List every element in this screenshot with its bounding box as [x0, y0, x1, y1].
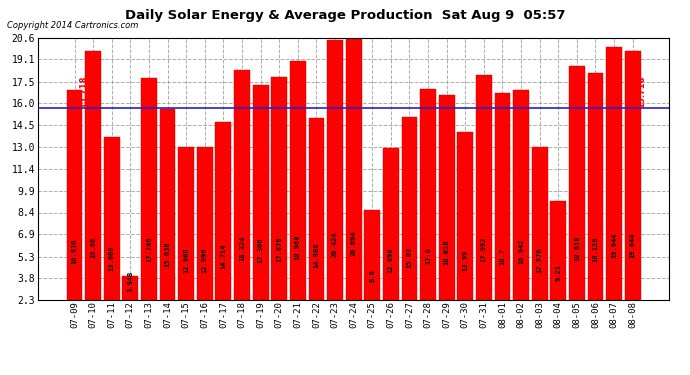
- Bar: [607, 47, 622, 300]
- Text: 13.99: 13.99: [462, 249, 469, 270]
- Text: 3.948: 3.948: [128, 271, 133, 292]
- Bar: [588, 73, 603, 300]
- Bar: [271, 76, 287, 300]
- Bar: [327, 40, 343, 300]
- Text: 16.7: 16.7: [500, 248, 506, 265]
- Bar: [476, 75, 492, 300]
- Text: 12.976: 12.976: [537, 247, 542, 273]
- Text: 17.992: 17.992: [481, 236, 487, 262]
- Bar: [159, 109, 175, 300]
- Bar: [420, 89, 436, 300]
- Bar: [178, 147, 194, 300]
- Text: 17.746: 17.746: [146, 237, 152, 262]
- Bar: [253, 85, 268, 300]
- Bar: [569, 66, 585, 300]
- Text: 19.68: 19.68: [90, 237, 96, 258]
- Text: 16.936: 16.936: [72, 239, 77, 264]
- Text: 17.878: 17.878: [276, 237, 282, 262]
- Bar: [290, 61, 306, 300]
- Bar: [234, 70, 250, 300]
- Bar: [495, 93, 511, 300]
- Bar: [383, 148, 399, 300]
- Bar: [402, 117, 417, 300]
- Text: 12.898: 12.898: [388, 248, 394, 273]
- Text: 14.986: 14.986: [313, 243, 319, 268]
- Bar: [439, 94, 455, 300]
- Bar: [104, 137, 119, 300]
- Text: 17.0: 17.0: [425, 247, 431, 264]
- Bar: [551, 201, 566, 300]
- Text: 16.942: 16.942: [518, 239, 524, 264]
- Text: 18.128: 18.128: [593, 236, 598, 262]
- Text: 18.324: 18.324: [239, 236, 245, 261]
- Bar: [197, 147, 213, 300]
- Bar: [122, 276, 138, 300]
- Text: 13.668: 13.668: [109, 246, 115, 271]
- Bar: [457, 132, 473, 300]
- Bar: [346, 36, 362, 300]
- Text: Daily Solar Energy & Average Production  Sat Aug 9  05:57: Daily Solar Energy & Average Production …: [125, 9, 565, 22]
- Text: 19.944: 19.944: [611, 232, 617, 258]
- Text: 12.996: 12.996: [201, 247, 208, 273]
- Text: 8.6: 8.6: [369, 269, 375, 282]
- Text: 16.616: 16.616: [444, 239, 450, 265]
- Bar: [86, 51, 101, 300]
- Bar: [624, 51, 640, 300]
- Bar: [308, 118, 324, 300]
- Text: 20.424: 20.424: [332, 231, 338, 257]
- Text: 15.718: 15.718: [638, 75, 647, 108]
- Text: 12.968: 12.968: [183, 247, 189, 273]
- Text: Copyright 2014 Cartronics.com: Copyright 2014 Cartronics.com: [7, 21, 138, 30]
- Text: 19.644: 19.644: [630, 233, 635, 258]
- Text: 15.638: 15.638: [165, 242, 170, 267]
- Text: 20.694: 20.694: [351, 231, 357, 256]
- Text: 18.968: 18.968: [295, 234, 301, 260]
- Bar: [141, 78, 157, 300]
- Bar: [215, 122, 231, 300]
- Text: 18.618: 18.618: [574, 235, 580, 261]
- Bar: [513, 90, 529, 300]
- Text: 14.714: 14.714: [220, 243, 226, 269]
- Text: 9.21: 9.21: [555, 264, 561, 281]
- Text: 15.03: 15.03: [406, 247, 413, 268]
- Bar: [67, 90, 83, 300]
- Bar: [532, 147, 548, 300]
- Text: 17.306: 17.306: [257, 238, 264, 263]
- Bar: [364, 210, 380, 300]
- Text: 15.718: 15.718: [79, 75, 88, 108]
